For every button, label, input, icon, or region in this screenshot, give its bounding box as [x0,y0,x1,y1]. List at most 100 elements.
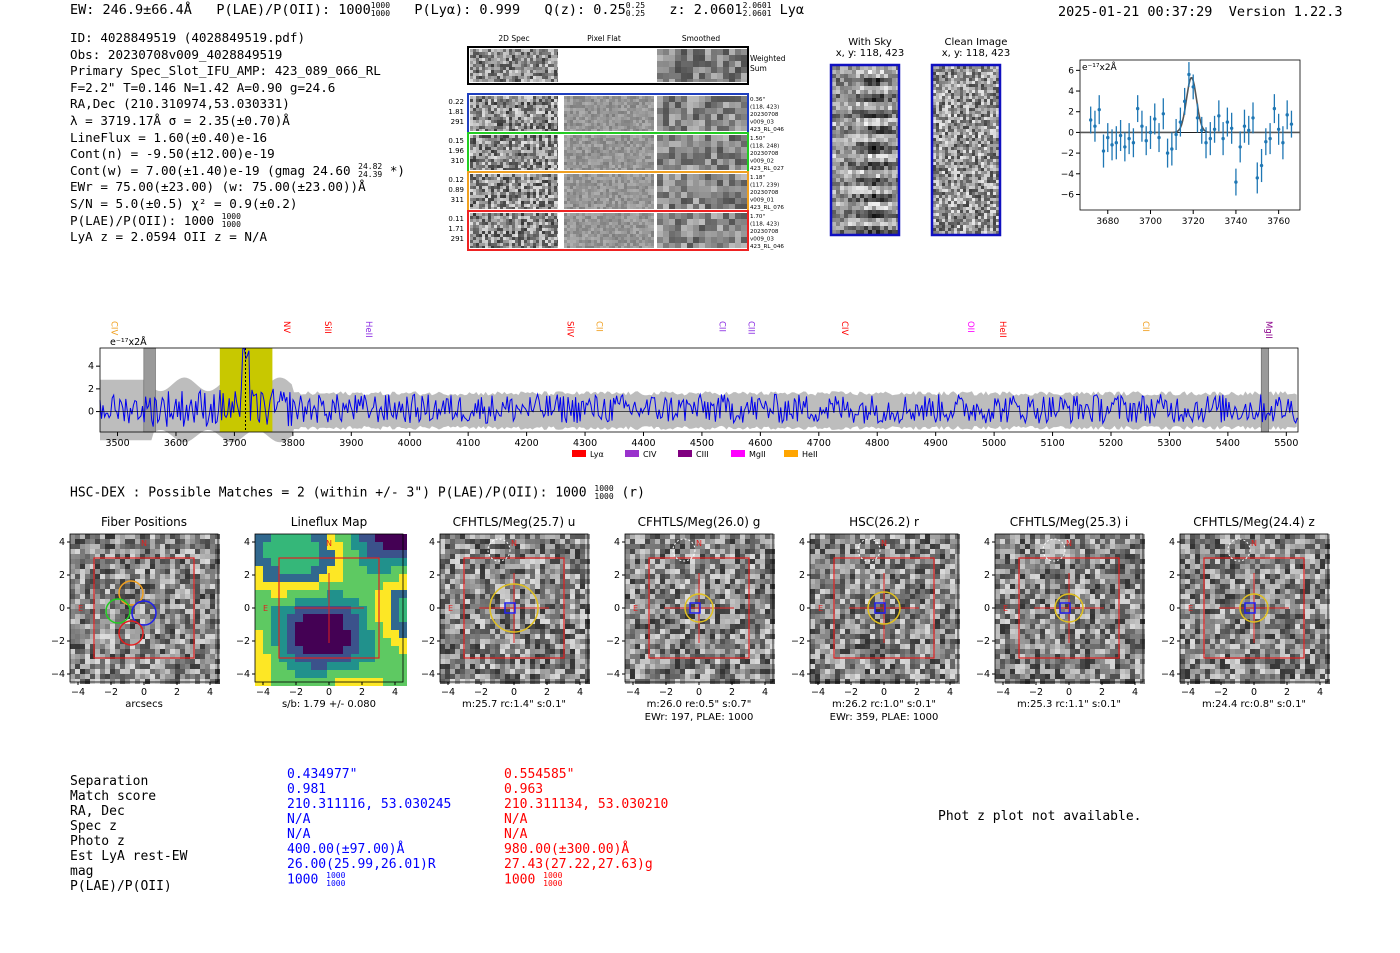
noise-pixel [594,159,597,162]
noise-pixel [990,126,993,129]
noise-pixel [551,67,554,70]
noise-pixel [633,177,636,180]
noise-pixel [981,99,984,102]
noise-pixel [521,105,524,108]
noise-pixel [609,147,612,150]
noise-pixel [488,198,491,201]
noise-pixel [500,216,503,219]
sky-pixel [892,130,896,134]
noise-pixel [476,195,479,198]
noise-pixel [500,67,503,70]
noise-pixel [960,111,963,114]
noise-pixel [518,156,521,159]
sky-pixel [892,178,896,182]
noise-pixel [576,114,579,117]
noise-pixel [491,144,494,147]
noise-pixel [557,120,558,123]
noise-pixel [981,75,984,78]
sky-pixel [892,122,896,126]
sky-pixel [888,154,892,158]
noise-pixel [573,201,576,204]
noise-pixel [705,108,711,114]
sky-pixel [832,158,836,162]
noise-pixel [987,72,990,75]
noise-pixel [630,138,633,141]
noise-pixel [705,55,711,61]
noise-pixel [681,135,687,141]
noise-pixel [693,198,699,204]
noise-pixel [551,225,554,228]
noise-pixel [618,213,621,216]
noise-pixel [470,111,473,114]
noise-pixel [681,55,687,61]
noise-pixel [491,204,494,207]
noise-pixel [723,108,729,114]
noise-pixel [542,192,545,195]
noise-pixel [993,126,996,129]
noise-pixel [621,153,624,156]
noise-pixel [651,102,654,105]
noise-pixel [633,240,636,243]
noise-pixel [476,129,479,131]
noise-pixel [987,126,990,129]
noise-pixel [482,126,485,129]
noise-pixel [966,93,969,96]
noise-pixel [630,162,633,165]
noise-pixel [524,52,527,55]
noise-pixel [473,117,476,120]
noise-pixel [984,93,987,96]
sky-pixel [852,98,856,102]
noise-pixel [651,189,654,192]
noise-pixel [618,102,621,105]
header-z-line: Lyα [779,2,804,18]
sky-pixel [872,118,876,122]
noise-pixel [957,105,960,108]
noise-pixel [951,90,954,93]
noise-pixel [570,228,573,231]
noise-pixel [648,198,651,201]
noise-pixel [506,58,509,61]
noise-pixel [963,87,966,90]
row-flat-noise [564,135,654,170]
noise-pixel [527,201,530,204]
noise-pixel [567,120,570,123]
noise-pixel [521,168,524,170]
sky-pixel [876,78,880,82]
noise-pixel [948,87,951,90]
noise-pixel [621,192,624,195]
noise-pixel [978,90,981,93]
noise-pixel [693,108,699,114]
sky-pixel [832,70,836,74]
noise-pixel [996,69,999,72]
noise-pixel [488,126,491,129]
noise-pixel [996,126,999,129]
noise-pixel [735,165,741,170]
noise-pixel [699,237,705,243]
noise-pixel [539,162,542,165]
sky-pixel [884,210,888,214]
noise-pixel [936,96,939,99]
noise-pixel [969,132,972,135]
noise-pixel [542,96,545,99]
noise-pixel [996,105,999,108]
noise-pixel [705,141,711,147]
noise-pixel [675,204,681,209]
noise-pixel [642,156,645,159]
noise-pixel [533,96,536,99]
noise-pixel [591,234,594,237]
sky-pixel [876,110,880,114]
noise-pixel [579,204,582,207]
noise-pixel [533,153,536,156]
noise-pixel [741,186,747,192]
noise-pixel [573,174,576,177]
noise-pixel [591,141,594,144]
noise-pixel [609,174,612,177]
sky-pixel [864,74,868,78]
noise-pixel [539,213,542,216]
noise-pixel [488,141,491,144]
sky-pixel [848,174,852,178]
noise-pixel [594,123,597,126]
noise-pixel [978,126,981,129]
noise-pixel [597,159,600,162]
noise-pixel [497,165,500,168]
